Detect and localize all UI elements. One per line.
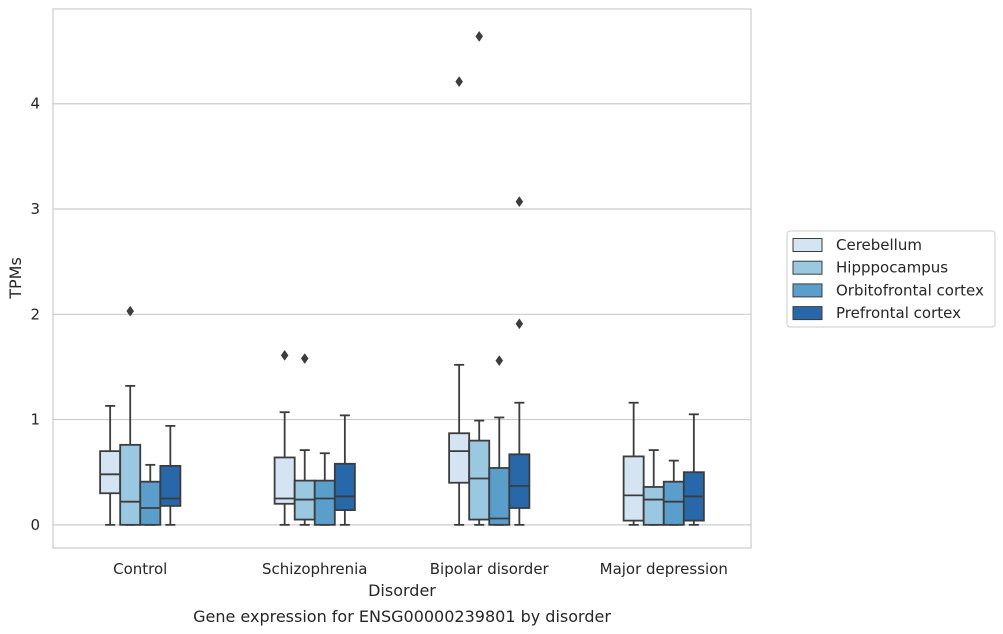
- box-group: [159, 424, 182, 526]
- outlier-point: [280, 349, 289, 361]
- y-tick-labels: 0 1 2 3 4: [30, 95, 40, 534]
- box-group: [508, 196, 531, 526]
- box-group: [448, 76, 471, 526]
- box-group: [333, 414, 356, 526]
- box: [662, 480, 685, 526]
- box: [468, 439, 491, 521]
- outlier-point: [300, 353, 309, 364]
- legend: Cerebellum Hipppocampus Orbitofrontal cort…: [786, 230, 996, 328]
- box-group: [622, 401, 645, 526]
- box-group: [488, 355, 511, 526]
- legend-swatch: [792, 306, 823, 321]
- y-axis-title: TPMs: [6, 257, 25, 300]
- outlier-point: [495, 355, 504, 367]
- x-tick-label: Schizophrenia: [262, 560, 367, 578]
- box: [99, 450, 122, 495]
- x-axis-title: Disorder: [368, 581, 436, 600]
- box-group: [99, 404, 122, 526]
- outlier-point: [515, 196, 524, 208]
- legend-label: Hipppocampus: [836, 259, 948, 277]
- x-tick-labels: Control Schizophrenia Bipolar disorder Majo…: [113, 560, 728, 578]
- box: [313, 479, 336, 526]
- outlier-point: [126, 305, 135, 317]
- x-tick-label: Control: [113, 560, 167, 578]
- box: [488, 467, 511, 526]
- box: [642, 486, 665, 526]
- outlier-point: [515, 318, 524, 330]
- figure-caption: Gene expression for ENSG00000239801 by d…: [193, 607, 611, 626]
- box: [622, 455, 645, 522]
- box-group: [468, 30, 491, 526]
- box-layer: [99, 30, 705, 526]
- box: [139, 480, 162, 526]
- legend-label: Orbitofrontal cortex: [836, 281, 984, 299]
- box: [333, 462, 356, 512]
- box-group: [642, 449, 665, 526]
- box-group: [273, 349, 296, 526]
- x-tick-label: Major depression: [600, 560, 728, 578]
- legend-label: Prefrontal cortex: [836, 304, 961, 322]
- legend-swatch: [792, 238, 823, 252]
- box: [273, 456, 296, 505]
- y-tick-label: 1: [30, 411, 40, 429]
- legend-label: Cerebellum: [836, 236, 922, 254]
- box: [508, 453, 531, 509]
- legend-swatch: [792, 260, 823, 275]
- legend-swatch: [792, 283, 823, 298]
- x-tick-label: Bipolar disorder: [430, 560, 550, 578]
- plot-frame: [52, 8, 752, 549]
- box: [159, 464, 182, 507]
- box: [448, 432, 471, 484]
- y-tick-label: 0: [30, 516, 40, 534]
- box: [119, 443, 142, 526]
- y-tick-label: 4: [30, 95, 40, 113]
- outlier-point: [475, 30, 484, 42]
- legend-frame: [786, 230, 996, 328]
- y-tick-label: 3: [30, 200, 40, 218]
- box-group: [682, 413, 705, 526]
- box-group: [139, 463, 162, 526]
- y-tick-label: 2: [30, 305, 40, 323]
- outlier-point: [455, 76, 463, 88]
